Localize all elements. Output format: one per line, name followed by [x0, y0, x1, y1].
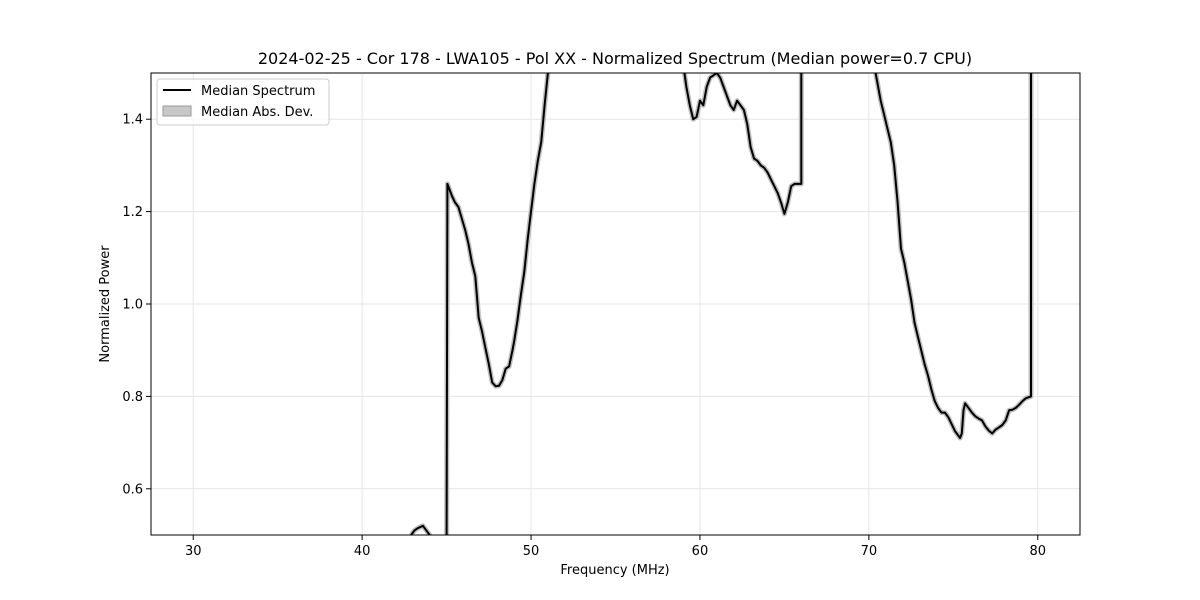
legend-label-median-spectrum: Median Spectrum [201, 84, 315, 99]
x-tick-label: 60 [692, 544, 709, 559]
y-tick-label: 0.6 [122, 482, 143, 497]
x-tick-label: 80 [1029, 544, 1046, 559]
x-axis-label: Frequency (MHz) [560, 563, 669, 578]
median-spectrum-line [410, 73, 1032, 535]
legend-box [156, 78, 330, 126]
x-tick-label: 30 [185, 544, 202, 559]
legend: Median Spectrum Median Abs. Dev. [156, 78, 330, 126]
x-tick-label: 70 [861, 544, 878, 559]
spectrum-line-layer [410, 73, 1032, 535]
y-tick-label: 1.0 [122, 298, 143, 313]
y-tick-label: 1.4 [122, 113, 143, 128]
x-tick-label: 40 [354, 544, 371, 559]
chart-title: 2024-02-25 - Cor 178 - LWA105 - Pol XX -… [258, 49, 972, 68]
grid-lines [151, 73, 1080, 535]
y-axis-ticks: 0.6 0.8 1.0 1.2 1.4 [122, 113, 151, 497]
legend-label-median-abs-dev: Median Abs. Dev. [201, 105, 313, 120]
y-axis-label: Normalized Power [98, 245, 113, 363]
y-tick-label: 0.8 [122, 390, 143, 405]
x-axis-ticks: 30 40 50 60 70 80 [185, 535, 1046, 559]
x-tick-label: 50 [523, 544, 540, 559]
y-tick-label: 1.2 [122, 205, 143, 220]
legend-band-swatch [162, 105, 192, 117]
